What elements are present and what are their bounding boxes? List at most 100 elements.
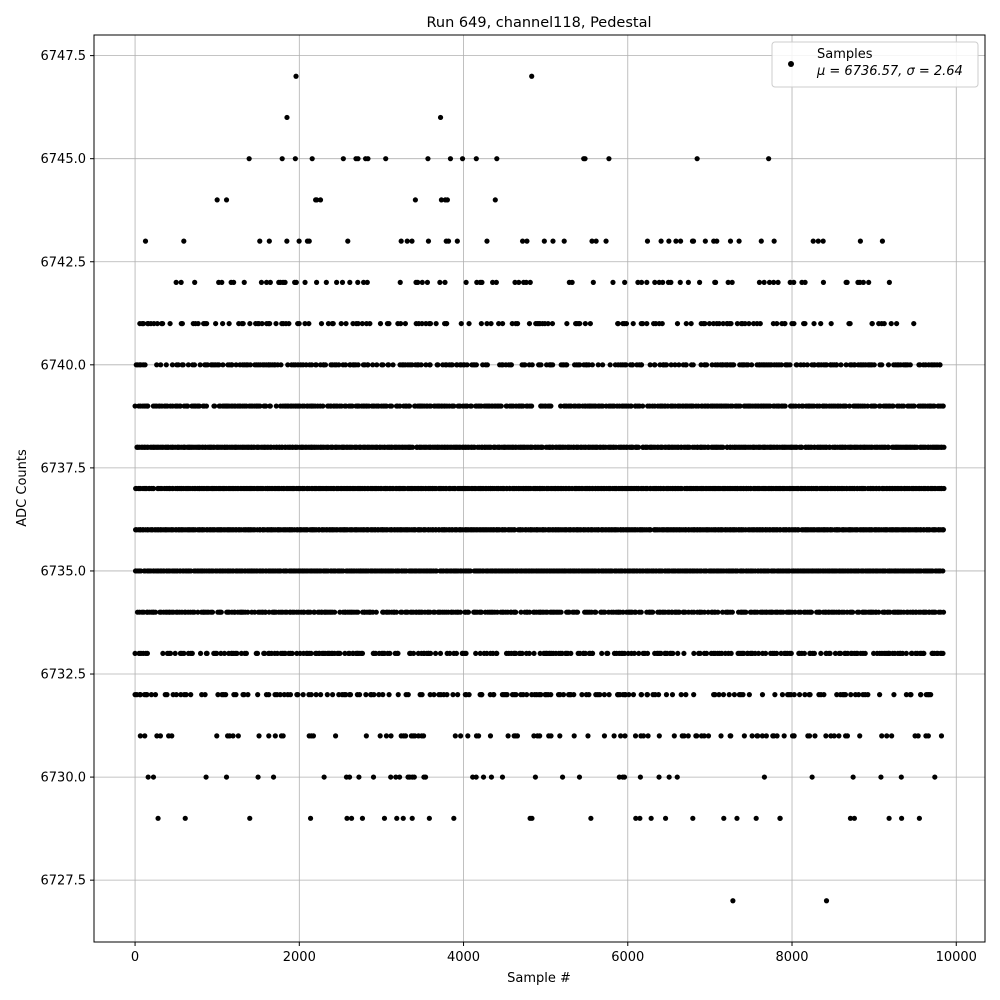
data-point bbox=[508, 362, 514, 368]
data-point bbox=[309, 156, 315, 162]
data-point bbox=[373, 609, 379, 615]
data-point bbox=[898, 774, 904, 780]
data-point bbox=[729, 279, 735, 285]
data-point bbox=[360, 279, 367, 285]
data-point bbox=[296, 238, 302, 244]
data-point bbox=[644, 320, 650, 327]
data-point bbox=[458, 733, 464, 739]
data-point bbox=[843, 362, 849, 368]
data-point bbox=[638, 609, 644, 615]
data-point bbox=[781, 733, 787, 739]
data-point bbox=[558, 609, 564, 615]
data-point bbox=[537, 650, 543, 657]
data-point bbox=[940, 650, 946, 657]
data-point bbox=[721, 815, 727, 821]
data-point bbox=[167, 650, 174, 657]
data-point bbox=[494, 650, 500, 657]
data-point bbox=[548, 403, 554, 409]
data-point bbox=[454, 238, 460, 244]
data-point bbox=[419, 279, 425, 285]
legend-label: Samples bbox=[817, 47, 873, 62]
data-point bbox=[185, 403, 191, 409]
data-point bbox=[802, 320, 808, 327]
data-point bbox=[749, 733, 755, 739]
data-point bbox=[850, 774, 856, 780]
data-point bbox=[865, 692, 871, 698]
data-point bbox=[838, 362, 844, 368]
data-point bbox=[465, 733, 471, 739]
data-point bbox=[842, 692, 849, 698]
data-point bbox=[561, 238, 567, 244]
data-point-outlier bbox=[293, 73, 299, 79]
data-point bbox=[894, 320, 900, 327]
data-point bbox=[235, 733, 241, 739]
data-point bbox=[606, 156, 612, 162]
data-point bbox=[475, 733, 482, 739]
data-point bbox=[887, 609, 893, 615]
data-point bbox=[411, 774, 417, 780]
data-point bbox=[623, 362, 629, 368]
data-point bbox=[386, 320, 392, 327]
data-point bbox=[778, 362, 784, 368]
data-point bbox=[505, 733, 511, 739]
data-point bbox=[860, 279, 866, 285]
data-point bbox=[932, 609, 938, 615]
data-point bbox=[526, 320, 533, 327]
data-point bbox=[339, 279, 346, 285]
data-point bbox=[650, 609, 656, 615]
data-point-outlier bbox=[823, 898, 830, 904]
data-point bbox=[374, 362, 380, 368]
data-point bbox=[595, 362, 601, 368]
data-point bbox=[463, 650, 469, 657]
data-point bbox=[338, 320, 344, 327]
data-point bbox=[175, 362, 181, 368]
data-point bbox=[466, 692, 472, 698]
data-point bbox=[322, 362, 329, 368]
data-point bbox=[418, 362, 424, 368]
data-point bbox=[807, 692, 813, 698]
data-point bbox=[898, 815, 905, 821]
data-point bbox=[132, 403, 138, 409]
data-point bbox=[215, 692, 221, 698]
data-point bbox=[690, 238, 697, 244]
data-point bbox=[306, 238, 312, 244]
data-point bbox=[811, 362, 817, 368]
data-point bbox=[473, 650, 479, 657]
data-point bbox=[496, 320, 502, 327]
data-point bbox=[425, 156, 431, 162]
data-point bbox=[355, 609, 361, 615]
data-point bbox=[145, 774, 151, 780]
data-point bbox=[589, 362, 595, 368]
data-point bbox=[387, 650, 393, 657]
data-point bbox=[932, 774, 938, 780]
data-point bbox=[204, 320, 210, 327]
data-point bbox=[690, 815, 696, 821]
data-point bbox=[444, 692, 450, 698]
data-point bbox=[233, 362, 239, 368]
data-point-outlier bbox=[730, 898, 736, 904]
data-point bbox=[577, 362, 583, 368]
data-point bbox=[447, 650, 453, 657]
data-point bbox=[302, 279, 308, 285]
data-point bbox=[493, 279, 499, 285]
data-point bbox=[676, 362, 682, 368]
data-point bbox=[659, 320, 665, 327]
data-point bbox=[359, 650, 366, 657]
data-point bbox=[142, 733, 148, 739]
data-point bbox=[741, 733, 747, 739]
data-point bbox=[173, 692, 179, 698]
data-point bbox=[762, 650, 769, 657]
data-point bbox=[522, 362, 528, 368]
data-point bbox=[774, 650, 780, 657]
data-point bbox=[266, 733, 272, 739]
data-point bbox=[937, 362, 943, 368]
data-point bbox=[477, 650, 483, 657]
data-point bbox=[648, 815, 654, 821]
data-point bbox=[140, 320, 147, 327]
data-point bbox=[571, 692, 577, 698]
data-point bbox=[273, 403, 279, 409]
data-point bbox=[685, 279, 691, 285]
data-point bbox=[857, 733, 863, 739]
chart-title: Run 649, channel118, Pedestal bbox=[426, 15, 651, 31]
data-point bbox=[447, 156, 454, 162]
